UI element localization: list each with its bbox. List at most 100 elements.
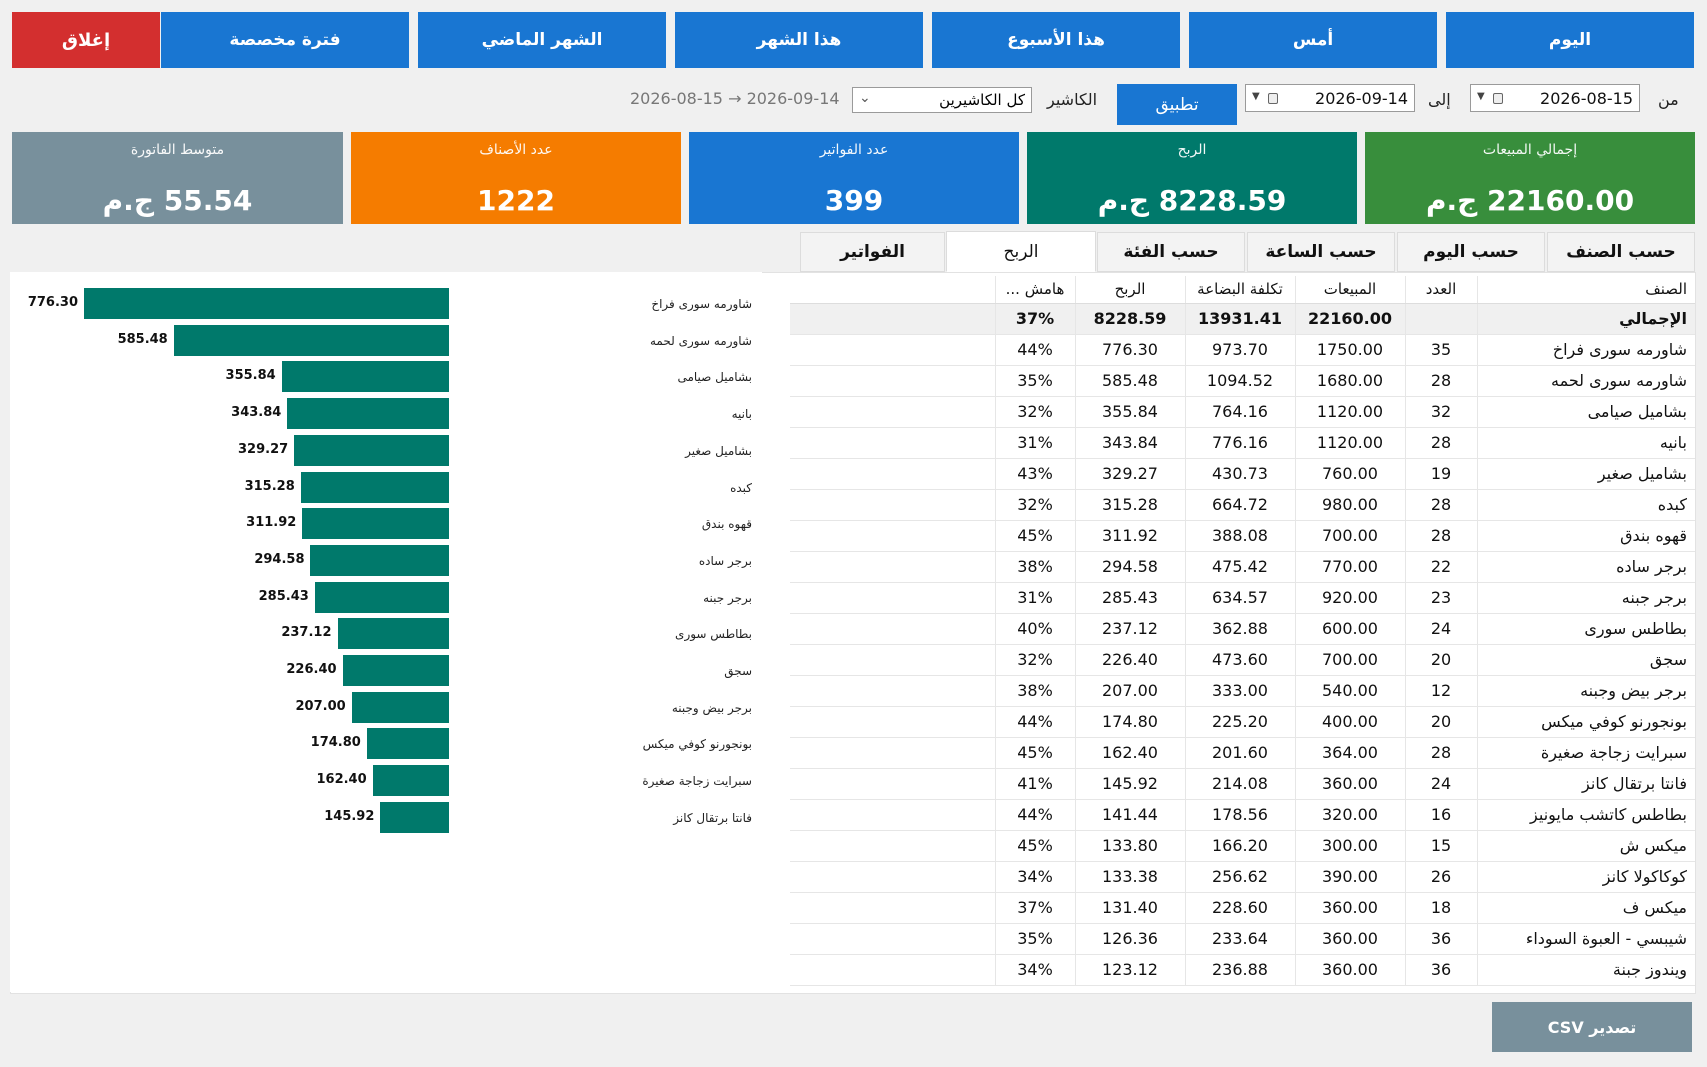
table-row[interactable]: سبرايت زجاجة صغيرة 28 364.00 201.60 162.40 45… (790, 737, 1695, 769)
cell-profit: 343.84 (1074, 427, 1185, 459)
col-header-item[interactable]: الصنف (1476, 276, 1695, 304)
cell-item: شاورمه سورى لحمه (1476, 365, 1695, 397)
table-row[interactable]: برجر بيض وجبنه 12 540.00 333.00 207.00 38% (790, 675, 1695, 707)
profit-table[interactable]: الصنف العدد المبيعات تكلفة البضاعة الربح… (790, 276, 1707, 992)
cashier-select[interactable]: كل الكاشيرين ⌄ (852, 87, 1032, 113)
cell-profit: 133.80 (1074, 830, 1185, 862)
table-row[interactable]: سجق 20 700.00 473.60 226.40 32% (790, 644, 1695, 676)
range-this-week-button[interactable]: هذا الأسبوع (932, 12, 1180, 68)
chart-bar (351, 691, 449, 723)
cell-qty: 24 (1404, 768, 1477, 800)
tab-by-item[interactable]: حسب الصنف (1547, 232, 1695, 272)
table-row[interactable]: شيبسي - العبوة السوداء 36 360.00 233.64 126.… (790, 923, 1695, 955)
cell-item: ويندوز جبنة (1476, 954, 1695, 986)
from-date-value: 2026-08-15 (1540, 89, 1633, 108)
range-this-month-button[interactable]: هذا الشهر (675, 12, 923, 68)
cell-item: بطاطس سورى (1476, 613, 1695, 645)
cell-profit: 311.92 (1074, 520, 1185, 552)
table-row[interactable]: كبده 28 980.00 664.72 315.28 32% (790, 489, 1695, 521)
range-today-button[interactable]: اليوم (1446, 12, 1694, 68)
cell-profit: 131.40 (1074, 892, 1185, 924)
chart-category-label: برجر ساده (698, 553, 752, 568)
cell-item: برجر جبنه (1476, 582, 1695, 614)
cell-cost: 214.08 (1184, 768, 1295, 800)
cell-item: بشاميل صغير (1476, 458, 1695, 490)
cell-qty: 15 (1404, 830, 1477, 862)
table-row[interactable]: ميكس ف 18 360.00 228.60 131.40 37% (790, 892, 1695, 924)
table-row[interactable]: بونجورنو كوفي ميكس 20 400.00 225.20 174.80 44… (790, 706, 1695, 738)
cell-qty: 26 (1404, 861, 1477, 893)
cell-sales: 320.00 (1294, 799, 1405, 831)
table-row[interactable]: كوكاكولا كانز 26 390.00 256.62 133.38 34% (790, 861, 1695, 893)
from-date-picker[interactable]: 2026-08-15 ▼ (1470, 84, 1640, 112)
table-row[interactable]: بطاطس كاتشب مايونيز 16 320.00 178.56 141.44 4… (790, 799, 1695, 831)
chart-bar (380, 801, 449, 833)
chart-category-label: سبرايت زجاجة صغيرة (642, 774, 752, 789)
chart-category-label: برجر جبنه (703, 590, 752, 605)
table-row[interactable]: ميكس ش 15 300.00 166.20 133.80 45% (790, 830, 1695, 862)
cell-qty: 36 (1404, 954, 1477, 986)
cell-margin: 38% (994, 675, 1075, 707)
close-button[interactable]: إغلاق (12, 12, 160, 68)
tab-invoices[interactable]: الفواتير (800, 232, 945, 272)
range-yesterday-button[interactable]: أمس (1189, 12, 1437, 68)
table-row[interactable]: بشاميل صيامى 32 1120.00 764.16 355.84 32% (790, 396, 1695, 428)
to-date-picker[interactable]: 2026-09-14 ▼ (1245, 84, 1415, 112)
card-title: متوسط الفاتورة (130, 142, 225, 158)
table-row[interactable]: بطاطس سورى 24 600.00 362.88 237.12 40% (790, 613, 1695, 645)
chart-category-label: بشاميل صغير (685, 443, 752, 458)
cell-margin: 40% (994, 613, 1075, 645)
table-total-row[interactable]: الإجمالي 22160.00 13931.41 8228.59 37% (790, 303, 1695, 335)
card-item-count: عدد الأصناف 1222 (351, 132, 681, 224)
cell-empty (790, 458, 995, 490)
table-row[interactable]: فانتا برتقال كانز 24 360.00 214.08 145.92 41% (790, 768, 1695, 800)
table-row[interactable]: بشاميل صغير 19 760.00 430.73 329.27 43% (790, 458, 1695, 490)
col-header-qty[interactable]: العدد (1404, 276, 1477, 304)
cell-margin: 44% (994, 334, 1075, 366)
card-value: 1222 (477, 184, 555, 217)
cell-cost: 973.70 (1184, 334, 1295, 366)
cell-margin: 37% (994, 892, 1075, 924)
export-csv-button[interactable]: تصدير CSV (1492, 1002, 1692, 1052)
table-row[interactable]: برجر ساده 22 770.00 475.42 294.58 38% (790, 551, 1695, 583)
tab-by-day[interactable]: حسب اليوم (1397, 232, 1545, 272)
cell-sales: 760.00 (1294, 458, 1405, 490)
apply-button[interactable]: تطبيق (1117, 84, 1237, 125)
cell-item: كوكاكولا كانز (1476, 861, 1695, 893)
range-last-month-button[interactable]: الشهر الماضي (418, 12, 666, 68)
table-row[interactable]: شاورمه سورى فراخ 35 1750.00 973.70 776.30 44% (790, 334, 1695, 366)
cell-sales: 400.00 (1294, 706, 1405, 738)
chevron-down-icon: ▼ (1252, 91, 1260, 102)
card-invoice-count: عدد الفواتير 399 (689, 132, 1019, 224)
table-row[interactable]: برجر جبنه 23 920.00 634.57 285.43 31% (790, 582, 1695, 614)
cell-qty: 28 (1404, 489, 1477, 521)
cell-qty: 28 (1404, 365, 1477, 397)
tab-profit[interactable]: الربح (946, 231, 1096, 272)
tab-by-hour[interactable]: حسب الساعة (1247, 232, 1395, 272)
cell-profit: 355.84 (1074, 396, 1185, 428)
chart-bar (314, 581, 449, 613)
cell-profit: 285.43 (1074, 582, 1185, 614)
cell-sales: 364.00 (1294, 737, 1405, 769)
cell-margin: 34% (994, 861, 1075, 893)
cell-item: فانتا برتقال كانز (1476, 768, 1695, 800)
range-custom-button[interactable]: فترة مخصصة (161, 12, 409, 68)
cell-empty (790, 892, 995, 924)
col-header-profit[interactable]: الربح (1074, 276, 1185, 304)
cell-qty: 22 (1404, 551, 1477, 583)
col-header-cost[interactable]: تكلفة البضاعة (1184, 276, 1295, 304)
chart-value-label: 315.28 (244, 478, 295, 494)
table-row[interactable]: قهوه بندق 28 700.00 388.08 311.92 45% (790, 520, 1695, 552)
cell-margin: 38% (994, 551, 1075, 583)
table-row[interactable]: ويندوز جبنة 36 360.00 236.88 123.12 34% (790, 954, 1695, 986)
tab-by-category[interactable]: حسب الفئة (1097, 232, 1245, 272)
chart-value-label: 329.27 (238, 441, 289, 457)
col-header-sales[interactable]: المبيعات (1294, 276, 1405, 304)
table-row[interactable]: شاورمه سورى لحمه 28 1680.00 1094.52 585.48 35… (790, 365, 1695, 397)
cell-profit: 145.92 (1074, 768, 1185, 800)
cell-empty (790, 551, 995, 583)
col-header-margin[interactable]: هامش ... (994, 276, 1075, 304)
chart-bar (372, 765, 449, 797)
table-row[interactable]: بانيه 28 1120.00 776.16 343.84 31% (790, 427, 1695, 459)
cell-cost: 201.60 (1184, 737, 1295, 769)
